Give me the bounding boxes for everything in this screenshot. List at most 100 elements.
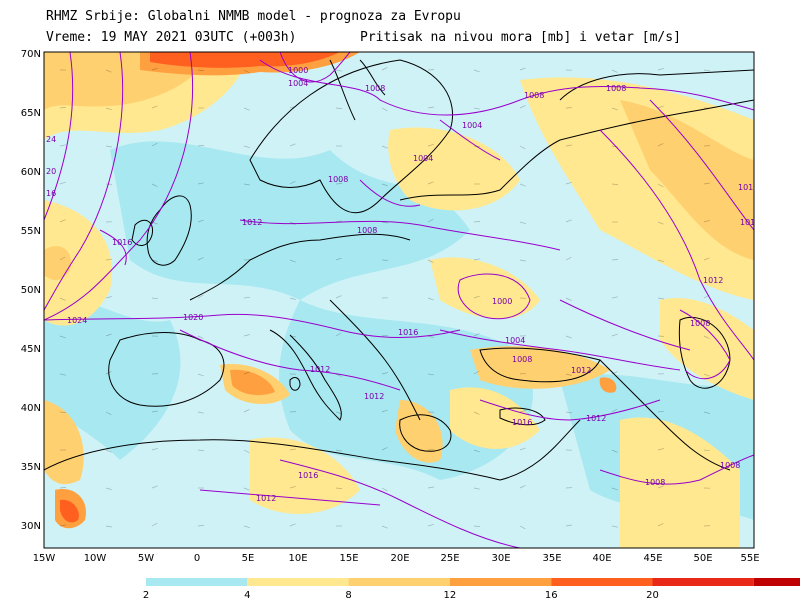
wind-arrow bbox=[519, 259, 526, 262]
wind-arrow bbox=[105, 371, 112, 375]
isobar-label: 1000 bbox=[492, 297, 512, 306]
wind-arrow bbox=[243, 487, 250, 491]
colorbar-segment bbox=[449, 578, 552, 586]
wind-arrow bbox=[289, 143, 296, 147]
wind-arrow bbox=[289, 297, 296, 300]
isobar-label: 1008 bbox=[365, 84, 385, 93]
wind-arrow bbox=[473, 107, 480, 110]
isobar-label: 1008 bbox=[690, 319, 710, 328]
wind-arrow bbox=[151, 259, 158, 262]
wind-arrow bbox=[519, 183, 526, 187]
wind-arrow bbox=[473, 449, 480, 453]
wind-arrow bbox=[105, 525, 112, 528]
wind-arrow bbox=[611, 487, 618, 491]
wind-arrow bbox=[335, 220, 342, 223]
wind-arrow bbox=[151, 410, 158, 413]
wind-arrow bbox=[381, 409, 388, 413]
lon-tick-label: 25E bbox=[440, 553, 459, 564]
wind-arrow bbox=[289, 259, 296, 263]
wind-arrow bbox=[473, 333, 480, 337]
isobars bbox=[44, 52, 754, 548]
wind-arrow bbox=[289, 68, 296, 71]
colorbar-tick-label: 4 bbox=[244, 590, 250, 600]
isobar-label: 1024 bbox=[67, 316, 87, 325]
lat-tick-label: 55N bbox=[21, 226, 41, 237]
wind-arrow bbox=[657, 410, 664, 413]
isobar-label: 1008 bbox=[720, 461, 740, 470]
wind-arrow bbox=[105, 487, 112, 491]
wind-arrow bbox=[519, 221, 526, 225]
wind-arrow bbox=[611, 408, 618, 413]
lat-tick-label: 45N bbox=[21, 344, 41, 355]
wind-arrow bbox=[381, 372, 388, 375]
wind-arrow bbox=[151, 67, 158, 71]
isobar-label: 1008 bbox=[524, 91, 544, 100]
isobar-label: 1012 bbox=[571, 366, 591, 375]
wind-arrow bbox=[381, 525, 388, 529]
lon-tick-label: 10E bbox=[288, 553, 307, 564]
wind-arrow bbox=[105, 69, 112, 73]
wind-arrow bbox=[703, 373, 710, 377]
isobar-label: 1016 bbox=[298, 471, 318, 480]
wind-arrow bbox=[289, 523, 296, 527]
wind-arrow bbox=[59, 373, 66, 376]
wind-arrow bbox=[151, 183, 158, 187]
wind-arrow bbox=[703, 449, 710, 452]
wind-arrow bbox=[59, 144, 66, 147]
isobar-label: 1012 bbox=[242, 218, 262, 227]
lon-tick-label: 55E bbox=[740, 553, 759, 564]
wind-arrow bbox=[381, 221, 388, 224]
wind-arrow bbox=[289, 221, 296, 225]
colorbar-tick-label: 12 bbox=[444, 590, 457, 600]
isobar-label: 1020 bbox=[183, 313, 203, 322]
isobar-label: 1008 bbox=[357, 226, 377, 235]
wind-arrow bbox=[197, 257, 204, 261]
isobar-label: 1004 bbox=[288, 79, 308, 88]
wind-arrow bbox=[519, 372, 526, 375]
wind-arrow bbox=[335, 332, 342, 337]
wind-arrow bbox=[657, 143, 664, 147]
isobar-label: 1004 bbox=[505, 336, 525, 345]
wind-arrow bbox=[657, 221, 664, 225]
wind-arrow bbox=[381, 183, 388, 187]
isobar-label: 1008 bbox=[645, 478, 665, 487]
isobar-label: 1012 bbox=[310, 365, 330, 374]
lat-tick-label: 30N bbox=[21, 521, 41, 532]
lat-tick-label: 70N bbox=[21, 49, 41, 60]
wind-arrow bbox=[105, 145, 112, 148]
lon-tick-label: 30E bbox=[491, 553, 510, 564]
wind-arrow bbox=[335, 257, 342, 261]
colorbar: 2 4 8 12 16 20 bbox=[143, 578, 800, 600]
wind-arrow bbox=[335, 295, 342, 299]
wind-arrow bbox=[381, 67, 388, 71]
wind-arrow bbox=[473, 69, 480, 73]
wind-arrow bbox=[427, 181, 434, 185]
wind-arrow bbox=[703, 219, 710, 223]
latitude-axis: 70N 65N 60N 55N 50N 45N 40N 35N 30N bbox=[21, 49, 41, 532]
wind-arrow bbox=[59, 219, 66, 223]
colorbar-tick-label: 2 bbox=[143, 590, 149, 600]
wind-arrow bbox=[519, 67, 526, 71]
wind-arrows bbox=[59, 67, 711, 530]
wind-arrow bbox=[611, 145, 618, 148]
wind-arrow bbox=[703, 294, 710, 299]
wind-arrow bbox=[473, 411, 480, 415]
lon-tick-label: 10W bbox=[84, 553, 107, 564]
wind-arrow bbox=[427, 486, 434, 489]
wind-arrow bbox=[657, 523, 664, 527]
wind-arrow bbox=[197, 145, 205, 147]
wind-arrow bbox=[197, 219, 204, 223]
wind-arrow bbox=[703, 257, 710, 261]
wind-arrow bbox=[335, 449, 342, 452]
wind-arrow bbox=[151, 447, 158, 451]
wind-arrow bbox=[105, 107, 112, 111]
wind-arrow bbox=[381, 447, 388, 451]
isobar-label: 1004 bbox=[413, 154, 433, 163]
lat-tick-label: 60N bbox=[21, 167, 41, 178]
wind-arrow bbox=[473, 487, 480, 490]
lon-tick-label: 45E bbox=[643, 553, 662, 564]
wind-arrow bbox=[151, 297, 158, 300]
wind-arrow bbox=[657, 485, 664, 489]
isobar-labels: 1000 1004 1008 1008 1004 1008 1008 1004 … bbox=[46, 66, 755, 503]
